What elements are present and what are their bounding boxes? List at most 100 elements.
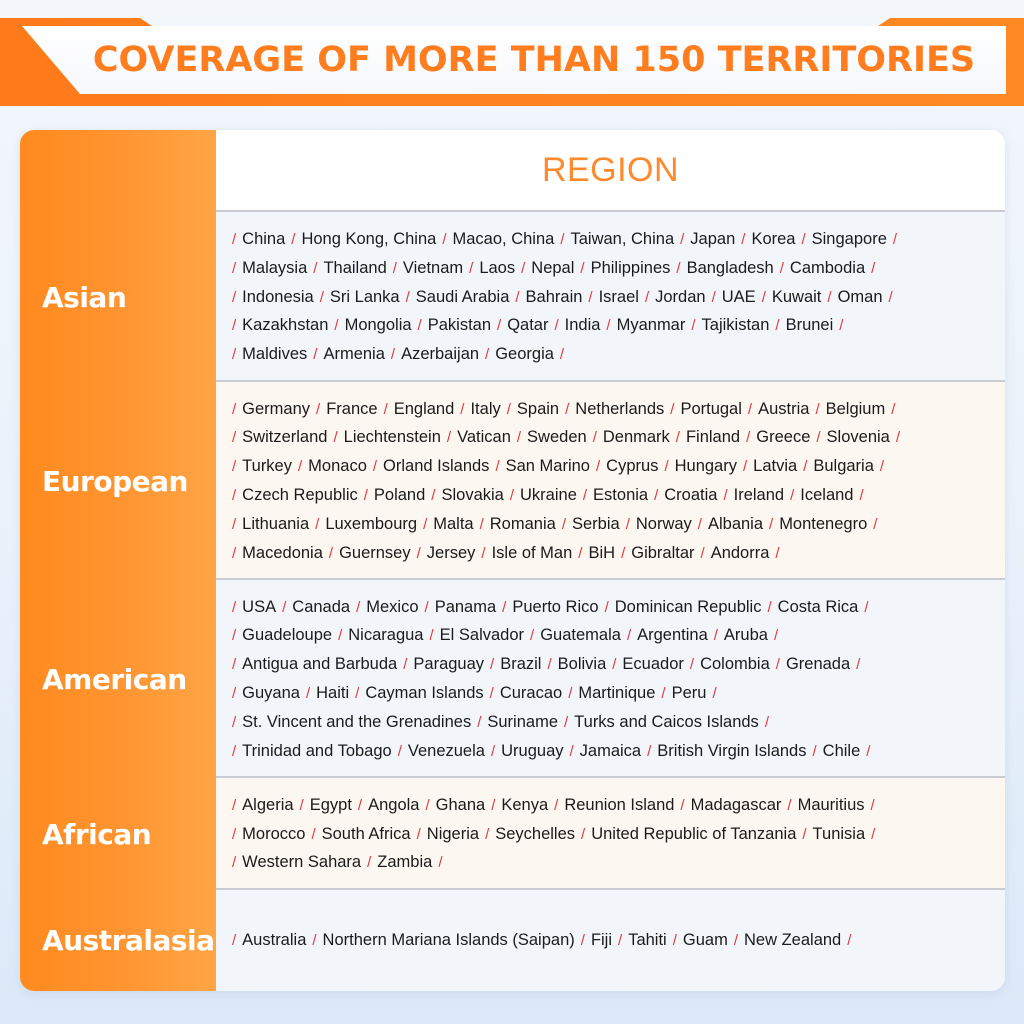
separator-slash: / [328, 544, 334, 562]
country-name: New Zealand [744, 931, 842, 950]
separator-slash: / [564, 713, 569, 731]
country-name: Brazil [500, 655, 542, 674]
country-name: Panama [434, 597, 497, 616]
separator-slash: / [356, 598, 361, 616]
region-row-european: European / Germany / France / England / Italy / Sp… [20, 382, 1005, 580]
country-line: / USA / Canada / Mexico / Panama / Puerto Rico / Do… [232, 593, 975, 622]
country-name: Qatar [507, 316, 549, 335]
country-name: Cyprus [606, 457, 659, 476]
country-name: Curacao [499, 684, 563, 702]
separator-slash: / [680, 231, 685, 248]
country-name: St. Vincent and the Grenadines [242, 712, 472, 731]
country-name: Kuwait [771, 287, 822, 306]
separator-slash: / [446, 429, 452, 447]
country-name: Guatemala [540, 626, 621, 645]
separator-slash: / [873, 515, 878, 533]
country-name: Malta [433, 514, 474, 533]
separator-slash: / [769, 515, 774, 533]
country-name: Jamaica [579, 741, 642, 760]
separator-slash: / [547, 656, 552, 674]
separator-slash: / [232, 685, 237, 702]
separator-slash: / [516, 429, 522, 447]
coverage-table: REGION Asian / China / Hong Kong, China / Maca… [20, 130, 1005, 991]
country-name: Grenada [785, 655, 851, 674]
country-name: Philippines [590, 258, 671, 277]
country-name: Slovenia [826, 428, 890, 447]
country-name: Laos [479, 258, 516, 277]
country-name: Seychelles [495, 824, 576, 843]
separator-slash: / [670, 400, 675, 418]
separator-slash: / [305, 685, 311, 702]
separator-slash: / [568, 685, 573, 702]
country-name: Bahrain [525, 287, 583, 306]
separator-slash: / [675, 429, 680, 447]
separator-slash: / [864, 598, 869, 616]
country-line: / Guadeloupe / Nicaragua / El Salvador / Guatem… [232, 621, 975, 650]
separator-slash: / [680, 796, 685, 814]
separator-slash: / [761, 288, 766, 306]
separator-slash: / [417, 317, 422, 335]
separator-slash: / [775, 544, 780, 562]
separator-slash: / [232, 627, 237, 645]
country-name: Isle of Man [491, 543, 573, 562]
separator-slash: / [891, 400, 896, 418]
country-name: Morocco [242, 824, 306, 843]
separator-slash: / [438, 854, 443, 872]
separator-slash: / [232, 346, 237, 364]
separator-slash: / [580, 932, 585, 950]
row-divider [216, 888, 1005, 890]
separator-slash: / [312, 932, 317, 950]
country-name: San Marino [505, 457, 590, 476]
country-name: France [326, 399, 378, 418]
separator-slash: / [554, 317, 559, 335]
separator-slash: / [232, 598, 237, 616]
country-name: Puerto Rico [512, 597, 599, 616]
separator-slash: / [733, 932, 738, 950]
country-name: Sri Lanka [329, 287, 400, 306]
separator-slash: / [316, 400, 321, 418]
separator-slash: / [580, 259, 585, 277]
separator-slash: / [604, 598, 609, 616]
country-name: Brunei [785, 316, 834, 335]
separator-slash: / [612, 656, 617, 674]
country-name: Azerbaijan [401, 345, 480, 364]
country-name: Greece [756, 428, 811, 447]
country-name: Bulgaria [813, 457, 874, 476]
separator-slash: / [506, 400, 511, 418]
country-name: Reunion Island [564, 795, 675, 814]
separator-slash: / [554, 796, 559, 814]
country-name: Mauritius [797, 795, 865, 814]
country-line: / Kazakhstan / Mongolia / Pakistan / Qatar / Indi… [232, 311, 975, 340]
separator-slash: / [232, 487, 237, 504]
separator-slash: / [403, 656, 408, 674]
country-name: Aruba [723, 626, 768, 645]
country-list: / Germany / France / England / Italy / Spain / Neth… [232, 382, 975, 580]
separator-slash: / [664, 458, 669, 476]
country-name: Saudi Arabia [415, 287, 510, 306]
country-name: Norway [635, 514, 692, 533]
country-name: Orland Islands [383, 457, 490, 476]
separator-slash: / [559, 346, 565, 364]
country-name: Jersey [426, 543, 476, 562]
country-name: United Republic of Tanzania [591, 824, 797, 843]
separator-slash: / [592, 429, 597, 447]
country-name: Haiti [316, 684, 350, 702]
separator-slash: / [502, 598, 507, 616]
country-name: Egypt [309, 795, 352, 814]
country-name: Venezuela [407, 741, 485, 760]
separator-slash: / [491, 796, 496, 814]
country-name: Ukraine [520, 486, 577, 504]
country-name: Lithuania [242, 514, 310, 533]
country-list: / USA / Canada / Mexico / Panama / Puerto Rico / Do… [232, 580, 975, 778]
country-name: Oman [837, 287, 883, 306]
separator-slash: / [315, 515, 320, 533]
row-background [216, 890, 1005, 991]
separator-slash: / [392, 259, 397, 277]
row-background [216, 778, 1005, 890]
separator-slash: / [888, 288, 893, 306]
separator-slash: / [338, 627, 343, 645]
separator-slash: / [319, 288, 324, 306]
region-row-african: African / Algeria / Egypt / Angola / Ghana / Kenya… [20, 778, 1005, 890]
country-name: Gibraltar [631, 543, 695, 562]
country-name: Macedonia [242, 543, 323, 562]
